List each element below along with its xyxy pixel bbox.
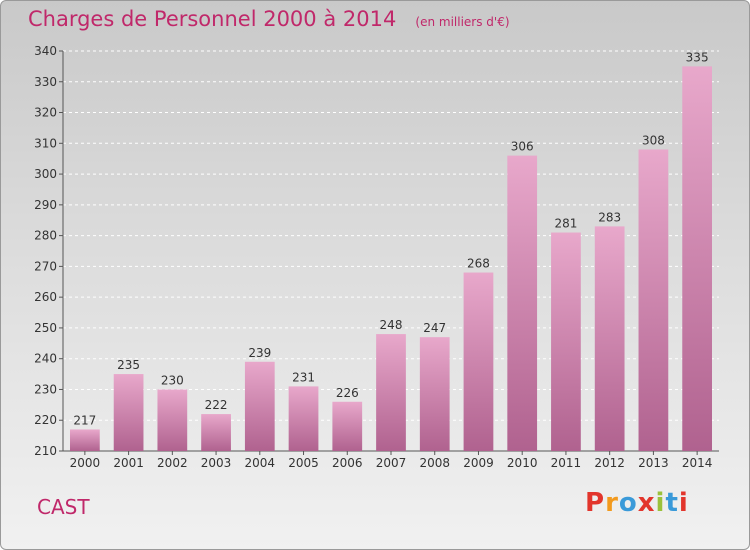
x-tick-label-2008: 2008 — [419, 456, 450, 470]
data-label-2003: 222 — [205, 398, 228, 412]
y-tick-label: 210 — [34, 444, 57, 458]
logo-letter: r — [605, 488, 619, 518]
y-tick-label: 300 — [34, 167, 57, 181]
x-tick-label-2006: 2006 — [332, 456, 363, 470]
logo-letter: t — [665, 488, 679, 518]
data-label-2013: 308 — [642, 133, 665, 147]
y-tick-label: 280 — [34, 229, 57, 243]
chart-subtitle: (en milliers d'€) — [415, 15, 510, 29]
x-tick-label-2010: 2010 — [507, 456, 538, 470]
bar-2012 — [594, 226, 625, 451]
bar-2014 — [682, 66, 713, 451]
y-tick-label: 260 — [34, 290, 57, 304]
x-tick-label-2011: 2011 — [551, 456, 582, 470]
bar-2002 — [157, 389, 188, 451]
data-label-2001: 235 — [117, 358, 140, 372]
logo-letter: i — [655, 488, 666, 518]
bar-2000 — [69, 429, 100, 451]
logo-letter: x — [637, 488, 656, 518]
y-tick-label: 240 — [34, 352, 57, 366]
bar-2010 — [507, 155, 538, 451]
commune-name: CAST — [37, 495, 90, 519]
data-label-2010: 306 — [511, 140, 534, 154]
data-label-2007: 248 — [380, 318, 403, 332]
x-tick-label-2007: 2007 — [376, 456, 407, 470]
data-label-2008: 247 — [423, 321, 446, 335]
x-tick-label-2013: 2013 — [638, 456, 669, 470]
logo-letter: o — [618, 488, 638, 518]
y-tick-label: 270 — [34, 259, 57, 273]
data-label-2009: 268 — [467, 257, 490, 271]
y-tick-label: 320 — [34, 106, 57, 120]
y-tick-label: 250 — [34, 321, 57, 335]
y-tick-label: 290 — [34, 198, 57, 212]
x-tick-label-2012: 2012 — [594, 456, 625, 470]
x-tick-label-2000: 2000 — [70, 456, 101, 470]
bar-2004 — [244, 361, 275, 451]
x-tick-label-2014: 2014 — [682, 456, 713, 470]
bar-2011 — [551, 232, 581, 451]
data-label-2004: 239 — [248, 346, 271, 360]
y-tick-label: 330 — [34, 75, 57, 89]
y-tick-label: 340 — [34, 44, 57, 58]
bar-2006 — [332, 401, 363, 451]
bar-2009 — [463, 272, 494, 451]
data-label-2000: 217 — [73, 413, 96, 427]
x-tick-label-2002: 2002 — [157, 456, 188, 470]
bar-2013 — [638, 149, 669, 451]
data-label-2011: 281 — [554, 217, 577, 231]
logo-letter: i — [678, 488, 689, 518]
bar-2008 — [419, 337, 450, 451]
bar-2003 — [201, 414, 231, 451]
data-label-2012: 283 — [598, 210, 621, 224]
chart-title: Charges de Personnel 2000 à 2014 — [28, 7, 397, 31]
y-tick-label: 220 — [34, 413, 57, 427]
x-tick-label-2009: 2009 — [463, 456, 494, 470]
data-label-2002: 230 — [161, 373, 184, 387]
bar-2007 — [376, 334, 406, 451]
x-tick-label-2004: 2004 — [245, 456, 276, 470]
logo-letter: P — [585, 488, 606, 518]
data-label-2005: 231 — [292, 370, 315, 384]
bar-2001 — [113, 374, 144, 451]
data-label-2014: 335 — [686, 50, 709, 64]
y-tick-label: 230 — [34, 382, 57, 396]
x-tick-label-2003: 2003 — [201, 456, 232, 470]
title-row: Charges de Personnel 2000 à 2014 (en mil… — [28, 7, 510, 31]
proxiti-logo: Proxiti — [585, 488, 689, 518]
y-tick-label: 310 — [34, 136, 57, 150]
data-label-2006: 226 — [336, 386, 359, 400]
x-tick-label-2005: 2005 — [288, 456, 319, 470]
x-tick-label-2001: 2001 — [113, 456, 144, 470]
bar-2005 — [288, 386, 319, 451]
